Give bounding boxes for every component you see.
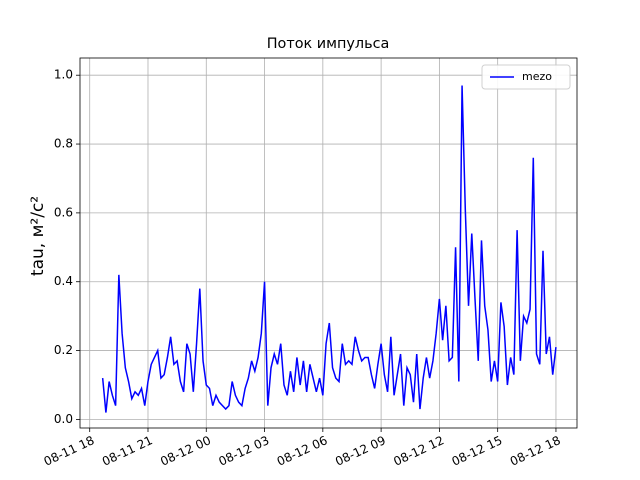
x-tick-label: 08-12 15	[450, 433, 505, 468]
x-tick-label: 08-11 18	[42, 433, 97, 468]
y-tick-label: 0.2	[54, 343, 73, 357]
y-axis-label: tau, м²/с²	[28, 196, 48, 276]
line-series	[101, 85, 557, 413]
x-tick-label: 08-12 12	[391, 433, 446, 468]
x-tick-label: 08-12 03	[216, 433, 271, 468]
y-tick-label: 0.6	[54, 205, 73, 219]
x-tick-label: 08-12 09	[333, 433, 388, 468]
plot-frame	[79, 57, 578, 429]
chart-title: Поток импульса	[267, 36, 390, 52]
y-tick-label: 0.4	[54, 274, 73, 288]
legend-label: mezo	[522, 70, 552, 83]
x-tick-label: 08-12 06	[275, 433, 330, 468]
y-tick-label: 1.0	[54, 68, 73, 82]
legend: mezo	[481, 64, 571, 90]
x-tick-label: 08-11 21	[100, 433, 155, 468]
y-tick-label: 0.0	[54, 412, 73, 426]
x-tick-label: 08-12 00	[158, 433, 213, 468]
legend-box	[481, 64, 571, 90]
y-tick-label: 0.8	[54, 137, 73, 151]
x-tick-label: 08-12 18	[508, 433, 563, 468]
